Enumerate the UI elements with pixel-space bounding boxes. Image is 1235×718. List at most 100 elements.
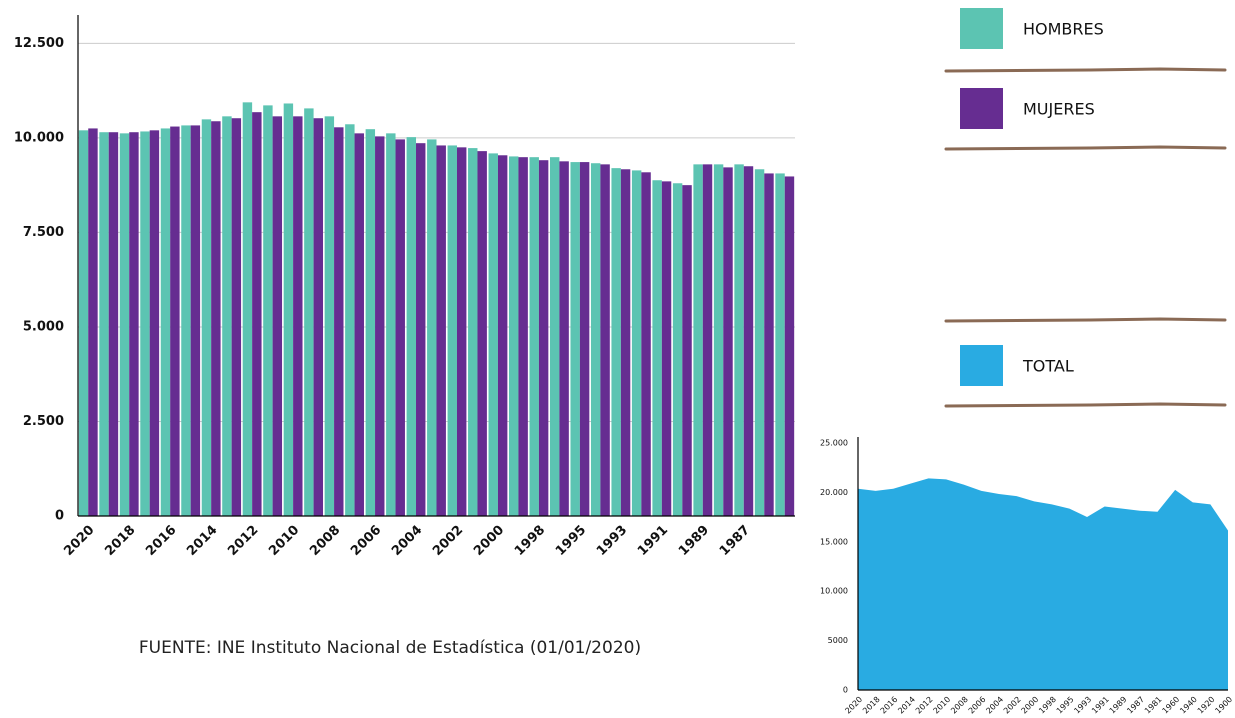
bar: [559, 161, 569, 516]
bar: [661, 181, 672, 516]
bar: [590, 163, 601, 516]
bar: [108, 132, 119, 516]
x-tick-label: 1998: [512, 523, 548, 559]
y-tick-label: 5.000: [23, 319, 64, 334]
bar: [579, 162, 590, 516]
bar: [201, 119, 212, 516]
legend-label: MUJERES: [1023, 100, 1095, 119]
bar: [611, 168, 621, 516]
y-tick-label: 0: [55, 509, 64, 524]
y-tick-label: 10.000: [820, 587, 848, 596]
x-tick-label: 2014: [184, 523, 220, 559]
x-tick-label: 2010: [932, 695, 953, 716]
bar: [304, 108, 314, 517]
divider: [944, 67, 1227, 73]
bar: [283, 103, 294, 517]
bar: [518, 157, 528, 516]
bar: [181, 125, 191, 516]
bar: [252, 112, 262, 516]
bar: [354, 133, 364, 517]
x-tick-label: 2010: [266, 523, 302, 559]
x-tick-label: 2008: [307, 523, 343, 559]
bar: [754, 169, 765, 516]
bar: [468, 148, 478, 516]
bar: [477, 151, 487, 516]
x-tick-label: 2000: [471, 523, 507, 559]
x-tick-label: 1987: [717, 523, 753, 559]
x-tick-label: 1991: [635, 523, 671, 559]
bar: [570, 162, 580, 516]
x-tick-label: 2000: [1020, 695, 1041, 716]
bar: [631, 170, 642, 516]
x-tick-label: 2012: [225, 523, 261, 559]
y-tick-label: 0: [843, 686, 848, 695]
bar: [324, 116, 335, 516]
bar: [538, 160, 549, 516]
x-tick-label: 1940: [1178, 695, 1199, 716]
bar: [672, 183, 683, 516]
bar: [549, 157, 560, 516]
x-tick-label: 1920: [1196, 695, 1217, 716]
y-tick-label: 5000: [828, 636, 848, 645]
y-tick-label: 15.000: [820, 537, 848, 546]
bar: [375, 136, 385, 517]
x-tick-label: 1995: [553, 523, 589, 559]
bar: [263, 105, 273, 517]
x-tick-label: 2008: [949, 695, 970, 716]
x-tick-label: 2002: [1002, 695, 1023, 716]
bar: [313, 118, 324, 516]
bar: [334, 127, 344, 516]
x-tick-label: 1987: [1125, 695, 1146, 716]
bar: [242, 102, 253, 517]
bar: [764, 173, 774, 516]
x-tick-label: 2002: [430, 523, 466, 559]
x-tick-label: 2014: [896, 695, 917, 716]
bar: [386, 133, 396, 517]
bar: [170, 126, 180, 516]
legend-label: HOMBRES: [1023, 20, 1104, 39]
y-tick-label: 10.000: [14, 130, 64, 145]
bar: [272, 116, 283, 516]
bar: [784, 176, 795, 516]
y-tick-label: 20.000: [820, 488, 848, 497]
bar: [743, 166, 754, 516]
bar: [456, 147, 467, 516]
x-tick-label: 1900: [1213, 695, 1234, 716]
x-tick-label: 1960: [1161, 695, 1182, 716]
bar: [775, 173, 785, 516]
bar: [160, 128, 171, 516]
bar: [395, 139, 405, 517]
x-tick-label: 2016: [143, 523, 179, 559]
bar: [682, 185, 692, 516]
bar: [119, 133, 130, 517]
bar: [620, 169, 631, 516]
x-tick-label: 2006: [348, 523, 384, 559]
bar: [222, 116, 232, 516]
x-tick-label: 1998: [1037, 695, 1058, 716]
x-tick-label: 2020: [843, 695, 864, 716]
bar: [600, 164, 610, 516]
bar: [345, 124, 355, 516]
divider: [944, 402, 1227, 408]
bar: [416, 143, 426, 517]
area: [858, 478, 1228, 690]
bar: [149, 130, 160, 516]
x-tick-label: 2020: [61, 523, 97, 559]
x-tick-label: 1991: [1090, 695, 1111, 716]
bar: [140, 131, 150, 516]
bar: [702, 164, 713, 516]
bar: [78, 130, 89, 516]
legend-label: TOTAL: [1022, 357, 1074, 376]
bar: [713, 164, 724, 516]
bar: [497, 155, 508, 516]
x-tick-label: 1989: [676, 523, 712, 559]
x-tick-label: 1993: [594, 523, 630, 559]
x-tick-label: 2012: [914, 695, 935, 716]
x-tick-label: 1993: [1072, 695, 1093, 716]
bar: [723, 167, 733, 516]
x-tick-label: 2018: [861, 695, 882, 716]
bar: [129, 132, 139, 516]
bar: [365, 129, 376, 516]
x-tick-label: 1981: [1143, 695, 1164, 716]
